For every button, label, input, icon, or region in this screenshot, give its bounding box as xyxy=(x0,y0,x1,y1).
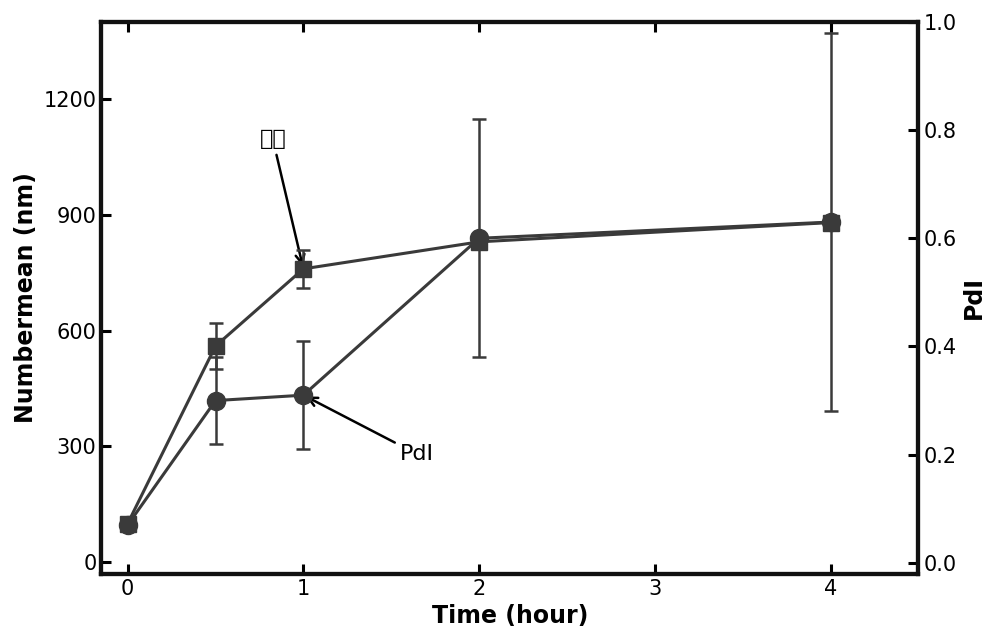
Text: 粒径: 粒径 xyxy=(259,130,304,263)
Y-axis label: Numbermean (nm): Numbermean (nm) xyxy=(14,172,38,423)
Y-axis label: PdI: PdI xyxy=(962,276,986,319)
Text: PdI: PdI xyxy=(308,398,434,464)
X-axis label: Time (hour): Time (hour) xyxy=(432,604,588,628)
